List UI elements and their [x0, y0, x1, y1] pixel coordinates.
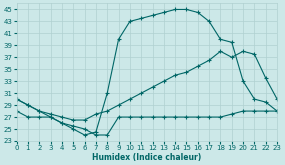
- X-axis label: Humidex (Indice chaleur): Humidex (Indice chaleur): [92, 152, 201, 162]
